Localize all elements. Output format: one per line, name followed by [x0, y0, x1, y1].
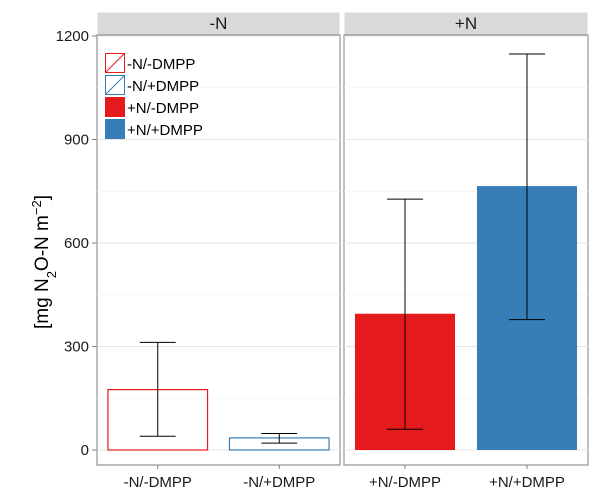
x-tick-label: +N/-DMPP: [369, 474, 441, 491]
y-tick-label: 1200: [56, 28, 89, 45]
legend-key: [105, 97, 125, 117]
y-axis-title-close: ]: [32, 195, 53, 200]
facet-panels: -N -N/-DMPP -N/+DMPP +N +N/-DMPP +N/+DMPP: [96, 11, 589, 491]
legend-key: [105, 75, 125, 95]
y-axis: 0 300 600 900 1200: [56, 28, 97, 459]
y-axis-title-open: [mg N: [32, 278, 53, 329]
error-bar: [508, 53, 546, 321]
legend-key: [105, 53, 125, 73]
y-axis-title-sub: 2: [44, 271, 59, 278]
legend-key: [105, 119, 125, 139]
error-bar: [386, 198, 424, 430]
y-tick-label: 0: [81, 442, 89, 459]
y-axis-title-sup: −2: [29, 200, 44, 215]
x-tick-label: +N/+DMPP: [489, 474, 565, 491]
y-axis-title-mid: O-N m: [32, 215, 53, 271]
legend-swatch-diagonal: [105, 75, 125, 95]
legend-swatch: [105, 119, 125, 139]
panel-2: +N +N/-DMPP +N/+DMPP: [343, 11, 589, 491]
y-tick-label: 300: [64, 339, 89, 356]
facet-strip-label: -N: [210, 14, 228, 33]
legend-swatch: [105, 97, 125, 117]
x-tick-label: -N/+DMPP: [243, 474, 315, 491]
error-bar: [139, 341, 176, 437]
panel-bg: [96, 34, 341, 466]
legend-swatch-diagonal: [105, 53, 125, 73]
panel-1: -N -N/-DMPP -N/+DMPP: [96, 11, 341, 491]
legend: -N/-DMPP -N/+DMPP +N/-DMPP +N/+DMPP: [105, 53, 203, 139]
y-axis-title: [mg N2O-N m−2]: [29, 195, 59, 329]
error-bar: [261, 432, 298, 444]
legend-label: +N/+DMPP: [127, 122, 203, 139]
y-tick-label: 600: [64, 235, 89, 252]
legend-label: -N/+DMPP: [127, 78, 199, 95]
legend-label: -N/-DMPP: [127, 56, 195, 73]
y-tick-label: 900: [64, 132, 89, 149]
legend-label: +N/-DMPP: [127, 100, 199, 117]
x-tick-label: -N/-DMPP: [124, 474, 192, 491]
facet-strip-label: +N: [455, 14, 477, 33]
